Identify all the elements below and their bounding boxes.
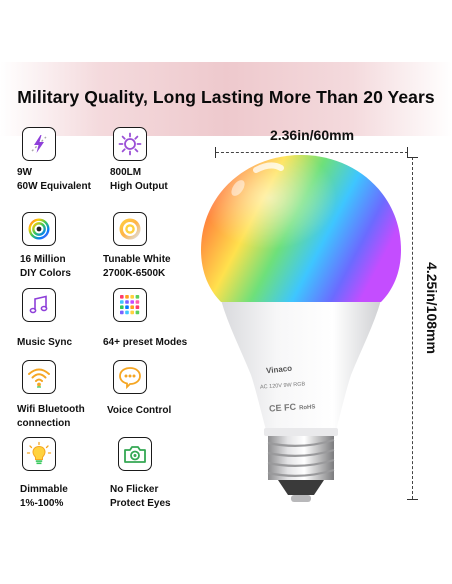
height-dimension-line bbox=[412, 157, 413, 499]
preset-swatch bbox=[120, 310, 124, 315]
preset-swatch bbox=[125, 310, 129, 315]
preset-swatch bbox=[125, 295, 129, 299]
wifi-icon bbox=[22, 360, 56, 394]
voice-bubble-icon bbox=[113, 360, 147, 394]
feature-flicker-label: No Flicker Protect Eyes bbox=[110, 483, 171, 510]
preset-swatch bbox=[125, 300, 129, 304]
feature-line: 2700K-6500K bbox=[103, 267, 166, 279]
feature-wifi-label: Wifi Bluetooth connection bbox=[17, 403, 85, 430]
preset-swatch bbox=[130, 305, 134, 309]
feature-power-label: 9W 60W Equivalent bbox=[17, 166, 91, 193]
tunable-white-icon bbox=[113, 212, 147, 246]
feature-line: 9W bbox=[17, 167, 32, 178]
feature-line: Tunable White bbox=[103, 254, 171, 265]
height-dimension-cap-top bbox=[407, 157, 418, 158]
headline-banner bbox=[0, 62, 452, 136]
feature-presets-label: 64+ preset Modes bbox=[103, 336, 187, 350]
dimmable-bulb-icon bbox=[22, 437, 56, 471]
width-dimension-line bbox=[216, 152, 408, 153]
feature-line: Protect Eyes bbox=[110, 497, 171, 509]
rohs-mark: RoHS bbox=[298, 404, 316, 412]
preset-swatch bbox=[130, 300, 134, 304]
preset-swatch bbox=[120, 300, 124, 304]
preset-swatch bbox=[135, 305, 140, 309]
sun-brightness-icon bbox=[113, 127, 147, 161]
preset-swatch bbox=[120, 305, 124, 309]
lightning-icon bbox=[22, 127, 56, 161]
feature-colors-label: 16 Million DIY Colors bbox=[20, 253, 71, 280]
preset-swatch bbox=[135, 295, 140, 299]
preset-grid-icon bbox=[113, 288, 147, 322]
preset-swatch bbox=[130, 310, 134, 315]
preset-swatch bbox=[130, 295, 134, 299]
cert-marks: CE FC bbox=[268, 401, 297, 414]
feature-line: DIY Colors bbox=[20, 267, 71, 279]
feature-line: Wifi Bluetooth bbox=[17, 404, 85, 415]
music-note-icon bbox=[22, 288, 56, 322]
height-dimension-label: 4.25in/108mm bbox=[424, 262, 440, 354]
feature-voice-label: Voice Control bbox=[107, 404, 171, 418]
feature-tunable-label: Tunable White 2700K-6500K bbox=[103, 253, 171, 280]
width-dimension-label: 2.36in/60mm bbox=[269, 127, 355, 143]
feature-lumens-label: 800LM High Output bbox=[110, 166, 168, 193]
feature-dimmable-label: Dimmable 1%-100% bbox=[20, 483, 68, 510]
preset-swatch bbox=[125, 305, 129, 309]
height-dimension-cap-bottom bbox=[407, 499, 418, 500]
color-wheel-icon bbox=[22, 212, 56, 246]
feature-line: 1%-100% bbox=[20, 497, 64, 509]
feature-line: connection bbox=[17, 417, 71, 429]
feature-line: Dimmable bbox=[20, 484, 68, 495]
feature-line: 800LM bbox=[110, 167, 142, 178]
feature-line: 16 Million bbox=[20, 254, 66, 265]
feature-line: 60W Equivalent bbox=[17, 180, 91, 192]
feature-line: No Flicker bbox=[110, 484, 159, 495]
feature-music-label: Music Sync bbox=[17, 336, 72, 350]
headline: Military Quality, Long Lasting More Than… bbox=[17, 87, 435, 107]
feature-line: Music Sync bbox=[17, 337, 73, 348]
led-bulb-image bbox=[201, 155, 401, 502]
preset-swatch bbox=[135, 300, 140, 304]
camera-icon bbox=[118, 437, 152, 471]
preset-swatch bbox=[135, 310, 140, 315]
width-dimension-cap-left bbox=[215, 147, 216, 158]
width-dimension-cap-right bbox=[407, 147, 408, 158]
feature-line: 64+ preset Modes bbox=[103, 337, 188, 348]
feature-line: Voice Control bbox=[107, 405, 172, 416]
preset-swatch bbox=[120, 295, 124, 299]
feature-line: High Output bbox=[110, 180, 168, 192]
